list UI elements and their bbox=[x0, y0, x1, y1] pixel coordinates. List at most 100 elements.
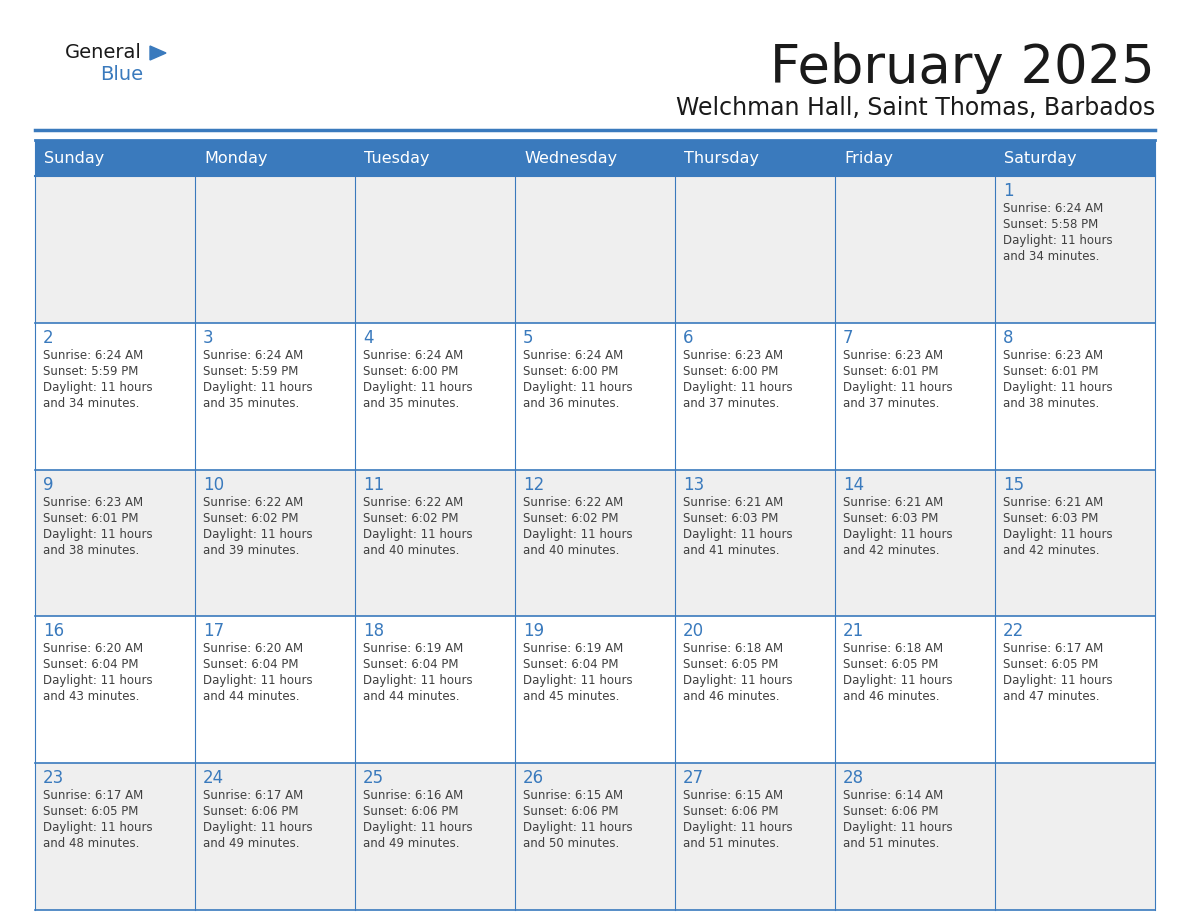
Text: Sunrise: 6:21 AM: Sunrise: 6:21 AM bbox=[1003, 496, 1104, 509]
Text: Sunrise: 6:24 AM: Sunrise: 6:24 AM bbox=[523, 349, 624, 362]
Text: 10: 10 bbox=[203, 476, 225, 494]
Bar bbox=[675, 140, 835, 176]
Text: Daylight: 11 hours: Daylight: 11 hours bbox=[683, 675, 792, 688]
Text: Daylight: 11 hours: Daylight: 11 hours bbox=[683, 822, 792, 834]
Text: and 36 minutes.: and 36 minutes. bbox=[523, 397, 619, 409]
Text: Sunrise: 6:24 AM: Sunrise: 6:24 AM bbox=[43, 349, 144, 362]
Text: Sunrise: 6:22 AM: Sunrise: 6:22 AM bbox=[364, 496, 463, 509]
Text: 27: 27 bbox=[683, 769, 704, 788]
Bar bbox=[675, 323, 835, 470]
Text: Thursday: Thursday bbox=[684, 151, 759, 165]
Bar bbox=[195, 763, 355, 910]
Text: and 49 minutes.: and 49 minutes. bbox=[364, 837, 460, 850]
Text: and 38 minutes.: and 38 minutes. bbox=[1003, 397, 1099, 409]
Text: Sunrise: 6:24 AM: Sunrise: 6:24 AM bbox=[203, 349, 303, 362]
Text: Daylight: 11 hours: Daylight: 11 hours bbox=[364, 822, 473, 834]
Text: Daylight: 11 hours: Daylight: 11 hours bbox=[43, 675, 152, 688]
Text: Sunset: 6:00 PM: Sunset: 6:00 PM bbox=[523, 364, 619, 378]
Text: and 48 minutes.: and 48 minutes. bbox=[43, 837, 139, 850]
Text: Daylight: 11 hours: Daylight: 11 hours bbox=[683, 528, 792, 541]
Text: Daylight: 11 hours: Daylight: 11 hours bbox=[43, 528, 152, 541]
Text: and 51 minutes.: and 51 minutes. bbox=[843, 837, 940, 850]
Text: Sunset: 6:04 PM: Sunset: 6:04 PM bbox=[364, 658, 459, 671]
Bar bbox=[675, 176, 835, 323]
Bar bbox=[516, 470, 675, 616]
Text: and 37 minutes.: and 37 minutes. bbox=[683, 397, 779, 409]
Text: Daylight: 11 hours: Daylight: 11 hours bbox=[364, 675, 473, 688]
Text: Sunset: 6:03 PM: Sunset: 6:03 PM bbox=[683, 511, 778, 524]
Text: Daylight: 11 hours: Daylight: 11 hours bbox=[364, 528, 473, 541]
Text: Sunset: 6:06 PM: Sunset: 6:06 PM bbox=[523, 805, 619, 818]
Text: Sunset: 6:06 PM: Sunset: 6:06 PM bbox=[843, 805, 939, 818]
Text: Sunset: 6:04 PM: Sunset: 6:04 PM bbox=[43, 658, 139, 671]
Bar bbox=[34, 616, 195, 763]
Text: Daylight: 11 hours: Daylight: 11 hours bbox=[523, 675, 633, 688]
Text: Sunrise: 6:15 AM: Sunrise: 6:15 AM bbox=[523, 789, 624, 802]
Text: Sunrise: 6:17 AM: Sunrise: 6:17 AM bbox=[203, 789, 303, 802]
Text: Daylight: 11 hours: Daylight: 11 hours bbox=[1003, 381, 1113, 394]
Text: Sunset: 6:06 PM: Sunset: 6:06 PM bbox=[683, 805, 778, 818]
Text: Sunset: 6:01 PM: Sunset: 6:01 PM bbox=[43, 511, 139, 524]
Text: Sunrise: 6:23 AM: Sunrise: 6:23 AM bbox=[683, 349, 783, 362]
Text: Sunrise: 6:22 AM: Sunrise: 6:22 AM bbox=[523, 496, 624, 509]
Bar bbox=[835, 140, 996, 176]
Text: and 51 minutes.: and 51 minutes. bbox=[683, 837, 779, 850]
Text: Monday: Monday bbox=[204, 151, 267, 165]
Text: 9: 9 bbox=[43, 476, 53, 494]
Text: Sunset: 5:58 PM: Sunset: 5:58 PM bbox=[1003, 218, 1098, 231]
Bar bbox=[675, 616, 835, 763]
Text: 1: 1 bbox=[1003, 182, 1013, 200]
Polygon shape bbox=[150, 46, 166, 60]
Text: Sunset: 6:00 PM: Sunset: 6:00 PM bbox=[683, 364, 778, 378]
Text: Daylight: 11 hours: Daylight: 11 hours bbox=[523, 528, 633, 541]
Text: Daylight: 11 hours: Daylight: 11 hours bbox=[523, 381, 633, 394]
Text: Daylight: 11 hours: Daylight: 11 hours bbox=[203, 822, 312, 834]
Text: Sunset: 6:06 PM: Sunset: 6:06 PM bbox=[364, 805, 459, 818]
Text: 13: 13 bbox=[683, 476, 704, 494]
Bar bbox=[195, 140, 355, 176]
Text: Daylight: 11 hours: Daylight: 11 hours bbox=[1003, 675, 1113, 688]
Text: and 47 minutes.: and 47 minutes. bbox=[1003, 690, 1100, 703]
Bar bbox=[516, 763, 675, 910]
Text: Sunset: 6:05 PM: Sunset: 6:05 PM bbox=[1003, 658, 1099, 671]
Text: and 34 minutes.: and 34 minutes. bbox=[43, 397, 139, 409]
Bar bbox=[516, 323, 675, 470]
Text: February 2025: February 2025 bbox=[770, 42, 1155, 94]
Text: Saturday: Saturday bbox=[1004, 151, 1076, 165]
Text: Sunset: 6:05 PM: Sunset: 6:05 PM bbox=[683, 658, 778, 671]
Bar bbox=[34, 763, 195, 910]
Text: Sunrise: 6:17 AM: Sunrise: 6:17 AM bbox=[1003, 643, 1104, 655]
Text: 22: 22 bbox=[1003, 622, 1024, 641]
Text: and 34 minutes.: and 34 minutes. bbox=[1003, 250, 1099, 263]
Text: Sunrise: 6:24 AM: Sunrise: 6:24 AM bbox=[364, 349, 463, 362]
Text: Sunrise: 6:23 AM: Sunrise: 6:23 AM bbox=[1003, 349, 1104, 362]
Text: Daylight: 11 hours: Daylight: 11 hours bbox=[523, 822, 633, 834]
Text: and 45 minutes.: and 45 minutes. bbox=[523, 690, 619, 703]
Text: Sunset: 5:59 PM: Sunset: 5:59 PM bbox=[43, 364, 138, 378]
Bar bbox=[996, 616, 1155, 763]
Text: Daylight: 11 hours: Daylight: 11 hours bbox=[843, 822, 953, 834]
Bar bbox=[34, 323, 195, 470]
Text: Sunrise: 6:17 AM: Sunrise: 6:17 AM bbox=[43, 789, 144, 802]
Text: Sunset: 6:06 PM: Sunset: 6:06 PM bbox=[203, 805, 298, 818]
Bar bbox=[996, 176, 1155, 323]
Bar bbox=[195, 323, 355, 470]
Bar bbox=[355, 140, 516, 176]
Text: Daylight: 11 hours: Daylight: 11 hours bbox=[843, 381, 953, 394]
Text: Daylight: 11 hours: Daylight: 11 hours bbox=[1003, 234, 1113, 247]
Text: 26: 26 bbox=[523, 769, 544, 788]
Bar bbox=[516, 616, 675, 763]
Text: 24: 24 bbox=[203, 769, 225, 788]
Text: Daylight: 11 hours: Daylight: 11 hours bbox=[203, 381, 312, 394]
Text: Blue: Blue bbox=[100, 65, 143, 84]
Text: and 40 minutes.: and 40 minutes. bbox=[364, 543, 460, 556]
Text: Sunset: 6:01 PM: Sunset: 6:01 PM bbox=[843, 364, 939, 378]
Bar bbox=[996, 470, 1155, 616]
Bar bbox=[675, 470, 835, 616]
Bar bbox=[996, 323, 1155, 470]
Text: Sunrise: 6:14 AM: Sunrise: 6:14 AM bbox=[843, 789, 943, 802]
Text: Daylight: 11 hours: Daylight: 11 hours bbox=[683, 381, 792, 394]
Text: Sunrise: 6:23 AM: Sunrise: 6:23 AM bbox=[43, 496, 143, 509]
Text: Sunrise: 6:18 AM: Sunrise: 6:18 AM bbox=[683, 643, 783, 655]
Text: and 35 minutes.: and 35 minutes. bbox=[364, 397, 460, 409]
